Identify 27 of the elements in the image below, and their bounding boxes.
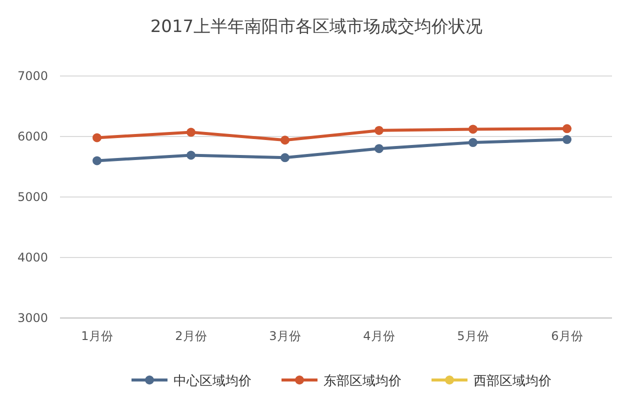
chart-title: 2017上半年南阳市各区域市场成交均价状况: [150, 17, 483, 37]
legend-label: 中心区域均价: [174, 373, 252, 389]
y-tick-label: 6000: [17, 130, 48, 144]
point: [92, 133, 102, 142]
point: [468, 138, 478, 148]
point: [562, 135, 572, 144]
y-tick-label: 4000: [17, 250, 48, 264]
x-tick-label: 1月份: [81, 329, 113, 343]
point: [186, 150, 196, 160]
legend-label: 西部区域均价: [474, 374, 552, 389]
point: [374, 126, 384, 135]
legend-label: 东部区域均价: [324, 374, 402, 389]
point: [280, 153, 290, 162]
x-tick-label: 6月份: [551, 329, 583, 343]
point: [92, 156, 102, 166]
point: [186, 128, 196, 137]
point: [280, 136, 290, 145]
y-tick-label: 3000: [17, 311, 48, 325]
x-tick-label: 4月份: [363, 329, 395, 343]
x-tick-label: 3月份: [269, 329, 301, 343]
point: [468, 124, 478, 134]
y-tick-label: 5000: [17, 190, 48, 204]
x-tick-label: 5月份: [457, 329, 489, 343]
point: [374, 144, 384, 154]
point: [562, 124, 572, 134]
x-tick-label: 2月份: [175, 329, 207, 343]
y-tick-label: 7000: [17, 69, 48, 83]
